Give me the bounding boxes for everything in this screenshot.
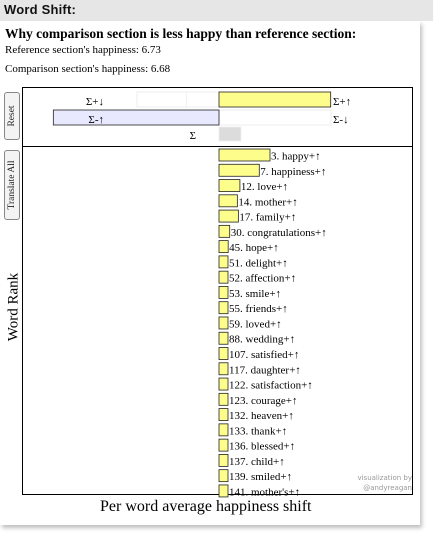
watermark-line1: visualization by (357, 474, 412, 482)
word-bar-affection (218, 270, 229, 284)
word-bar-mother (218, 194, 238, 208)
sum-total-label: Σ (190, 130, 196, 142)
neg-down-frame (218, 109, 332, 126)
x-axis-label: Per word average happiness shift (100, 498, 312, 515)
window-titlebar: Word Shift: (0, 0, 433, 21)
word-bar-smiled (218, 469, 229, 483)
word-label-smile: 53. smile+↑ (229, 288, 281, 300)
word-bars: 3. happy+↑ 7. happiness+↑ 12. love+↑ 14. mo… (218, 148, 327, 498)
word-bar-satisfied (218, 347, 229, 360)
sum-neg-up-label: Σ-↑ (88, 114, 104, 126)
word-bar-child (218, 453, 229, 467)
sum-neg-up-bar (52, 109, 220, 126)
word-bar-loved (218, 316, 229, 330)
word-label-daughter: 117. daughter+↑ (229, 364, 301, 376)
sum-pos-down-label: Σ+↓ (86, 96, 104, 108)
word-label-mother's: 141. mother's+↑ (229, 486, 300, 498)
word-label-child: 137. child+↑ (229, 456, 285, 468)
window-title: Word Shift: (4, 2, 76, 17)
summary-divider (22, 146, 413, 147)
word-label-happiness: 7. happiness+↑ (260, 166, 326, 178)
word-bar-blessed (218, 438, 229, 452)
word-bar-mother's (218, 484, 229, 498)
word-label-hope: 45. hope+↑ (229, 242, 279, 254)
page-title: Why comparison section is less happy tha… (5, 26, 357, 41)
word-label-satisfied: 107. satisfied+↑ (229, 349, 299, 361)
word-bar-wedding (218, 331, 229, 345)
word-label-satisfaction: 122. satisfaction+↑ (229, 380, 313, 392)
word-label-loved: 59. loved+↑ (229, 318, 282, 330)
reference-happiness: Reference section's happiness: 6.73 (5, 44, 161, 56)
word-label-family: 17. family+↑ (239, 212, 296, 224)
watermark-line2: @andyreagan (363, 484, 412, 492)
word-label-smiled: 139. smiled+↑ (229, 471, 292, 483)
word-shift-chart-frame (22, 87, 413, 495)
sum-pos-down-bar (186, 91, 220, 108)
word-bar-friends (218, 301, 229, 315)
reset-button[interactable]: Reset (4, 92, 20, 140)
word-bar-delight (218, 255, 229, 269)
word-label-love: 12. love+↑ (241, 181, 288, 193)
word-bar-thank (218, 423, 229, 437)
word-label-courage: 123. courage+↑ (229, 395, 298, 407)
word-label-friends: 55. friends+↑ (229, 303, 288, 315)
word-label-heaven: 132. heaven+↑ (229, 410, 294, 422)
word-bar-courage (218, 392, 229, 406)
word-bar-happy (218, 148, 271, 162)
word-bar-satisfaction (218, 377, 229, 391)
summary-bars: Σ+↓ Σ+↑ Σ-↑ Σ-↓ Σ (52, 91, 351, 142)
word-label-thank: 133. thank+↑ (229, 425, 287, 437)
word-label-blessed: 136. blessed+↑ (229, 441, 295, 453)
word-bar-congratulations (218, 224, 231, 238)
word-bar-heaven (218, 408, 229, 421)
word-label-delight: 51. delight+↑ (229, 257, 288, 269)
word-bar-happiness (218, 163, 260, 177)
word-bar-hope (218, 240, 229, 254)
word-label-mother: 14. mother+↑ (238, 196, 297, 208)
sum-pos-up-bar (218, 91, 332, 108)
comparison-happiness: Comparison section's happiness: 6.68 (5, 63, 171, 75)
translate-all-button[interactable]: Translate All (4, 150, 20, 220)
sum-total-bar (218, 126, 242, 142)
word-bar-daughter (218, 362, 229, 376)
word-bar-family (218, 209, 239, 223)
word-bar-love (218, 179, 241, 192)
sum-pos-up-label: Σ+↑ (333, 96, 351, 108)
sum-neg-down-label: Σ-↓ (333, 114, 349, 126)
watermark: visualization by @andyreagan (350, 473, 412, 493)
word-label-happy: 3. happy+↑ (271, 151, 321, 163)
word-bar-smile (218, 286, 229, 299)
word-label-wedding: 88. wedding+↑ (229, 334, 295, 346)
word-label-affection: 52. affection+↑ (229, 273, 296, 285)
word-label-congratulations: 30. congratulations+↑ (231, 227, 327, 239)
